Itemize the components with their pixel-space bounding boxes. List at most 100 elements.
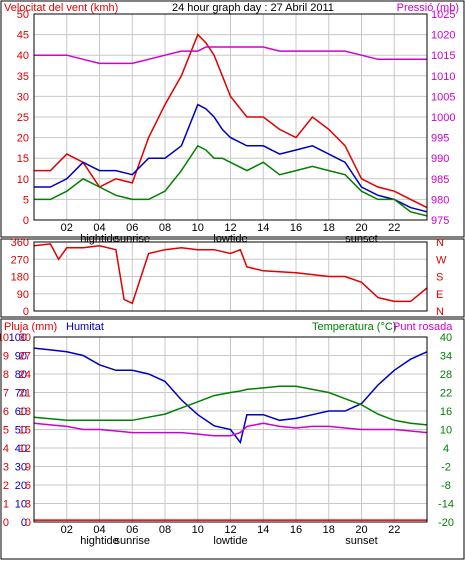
pressure-tick-label: 975 <box>431 215 449 227</box>
panel3-x-tick-label: 16 <box>290 524 302 536</box>
secondary-tick-label: 30 <box>19 332 31 344</box>
pressure-tick-label: 985 <box>431 174 449 186</box>
wind-speed-tick-label: 5 <box>23 194 29 206</box>
wind-series-red <box>34 33 428 209</box>
panel3-x-tick-label: 08 <box>159 524 171 536</box>
direction-tick-label: 0 <box>23 306 29 318</box>
wind-speed-tick-label: 30 <box>17 91 29 103</box>
panel3-axis-label: Humitat <box>66 321 104 333</box>
panel3-x-tick-label: 04 <box>93 524 105 536</box>
panel3-series-green <box>33 385 428 426</box>
wind-speed-tick-label: 45 <box>17 30 29 42</box>
humidity-tick-label: 0 <box>21 517 27 529</box>
rain-tick-label: 9 <box>3 351 9 363</box>
wind-x-tick-label: 12 <box>224 222 236 234</box>
panel3-event-label: hightide <box>80 535 119 547</box>
secondary-tick-label: 21 <box>19 388 31 400</box>
temperature-tick-label: 4 <box>443 443 449 455</box>
pressure-tick-label: 990 <box>431 153 449 165</box>
pressure-tick-label: 1010 <box>431 71 455 83</box>
humidity-temp-plot-frame <box>33 336 428 523</box>
wind-axis-label: Velocitat del vent (kmh) <box>4 2 118 14</box>
pressure-axis-label: Pressió (mb) <box>397 2 459 14</box>
compass-tick-label: W <box>436 254 447 266</box>
pressure-tick-label: 980 <box>431 194 449 206</box>
temperature-tick-label: -2 <box>441 462 451 474</box>
rain-tick-label: 1 <box>3 499 9 511</box>
compass-tick-label: E <box>436 289 443 301</box>
pressure-tick-label: 1020 <box>431 30 455 42</box>
wind-x-tick-label: 16 <box>290 222 302 234</box>
wind-speed-tick-label: 20 <box>17 133 29 145</box>
panel3-x-tick-label: 14 <box>257 524 269 536</box>
panel3-event-label: lowtide <box>213 535 247 547</box>
temperature-tick-label: 10 <box>440 425 452 437</box>
humidity-tick-label: 90 <box>15 351 27 363</box>
chart-title: 24 hour graph day : 27 Abril 2011 <box>172 2 334 14</box>
direction-tick-label: 90 <box>17 289 29 301</box>
secondary-tick-label: 12 <box>19 443 31 455</box>
pressure-tick-label: 1025 <box>431 9 455 21</box>
pressure-tick-label: 1005 <box>431 91 455 103</box>
panel3-series-magenta <box>33 422 428 437</box>
panel3-event-label: sunset <box>345 535 377 547</box>
panel3-series-blue <box>33 347 428 445</box>
humidity-tick-label: 20 <box>15 480 27 492</box>
pressure-tick-label: 1000 <box>431 112 455 124</box>
wind-speed-tick-label: 15 <box>17 153 29 165</box>
wind-series-green <box>34 144 428 217</box>
panel3-x-tick-label: 18 <box>323 524 335 536</box>
panel3-x-tick-label: 06 <box>126 524 138 536</box>
secondary-tick-label: 9 <box>25 462 31 474</box>
compass-tick-label: N <box>436 306 444 318</box>
wind-speed-tick-label: 10 <box>17 174 29 186</box>
secondary-tick-label: 6 <box>25 480 31 492</box>
direction-tick-label: 360 <box>11 237 29 249</box>
pressure-tick-label: 1015 <box>431 50 455 62</box>
secondary-tick-label: 3 <box>25 499 31 511</box>
wind-x-tick-label: 20 <box>355 222 367 234</box>
direction-series-red <box>33 243 428 305</box>
rain-tick-label: 8 <box>3 369 9 381</box>
panel3-x-tick-label: 12 <box>224 524 236 536</box>
wind-x-tick-label: 10 <box>192 222 204 234</box>
secondary-tick-label: 15 <box>19 425 31 437</box>
rain-tick-label: 5 <box>3 425 9 437</box>
rain-tick-label: 2 <box>3 480 9 492</box>
wind-series-magenta <box>34 46 427 65</box>
panel3-x-tick-label: 20 <box>355 524 367 536</box>
humidity-tick-label: 80 <box>15 369 27 381</box>
temperature-tick-label: 28 <box>440 369 452 381</box>
wind-x-tick-label: 18 <box>323 222 335 234</box>
compass-tick-label: N <box>436 237 444 249</box>
humidity-tick-label: 10 <box>15 499 27 511</box>
rain-tick-label: 6 <box>3 406 9 418</box>
panel3-axis-label: Pluja (mm) <box>4 321 57 333</box>
rain-tick-label: 7 <box>3 388 9 400</box>
humidity-tick-label: 50 <box>15 425 27 437</box>
wind-x-tick-label: 22 <box>388 222 400 234</box>
wind-speed-tick-label: 50 <box>17 9 29 21</box>
secondary-tick-label: 18 <box>19 406 31 418</box>
rain-tick-label: 10 <box>0 332 9 344</box>
wind-x-tick-label: 06 <box>126 222 138 234</box>
temperature-tick-label: 22 <box>440 388 452 400</box>
direction-plot-frame <box>33 241 428 312</box>
humidity-tick-label: 60 <box>15 406 27 418</box>
wind-x-tick-label: 04 <box>93 222 105 234</box>
wind-x-tick-label: 02 <box>61 222 73 234</box>
panel-2-border <box>0 238 465 318</box>
pressure-tick-label: 995 <box>431 133 449 145</box>
temperature-tick-label: 40 <box>440 332 452 344</box>
wind-x-tick-label: 14 <box>257 222 269 234</box>
direction-tick-label: 270 <box>11 254 29 266</box>
wind-speed-tick-label: 25 <box>17 112 29 124</box>
temperature-tick-label: -20 <box>438 517 454 529</box>
rain-tick-label: 4 <box>3 443 9 455</box>
direction-tick-label: 180 <box>11 272 29 284</box>
temperature-tick-label: -14 <box>438 499 454 511</box>
humidity-tick-label: 40 <box>15 443 27 455</box>
panel3-x-tick-label: 10 <box>192 524 204 536</box>
